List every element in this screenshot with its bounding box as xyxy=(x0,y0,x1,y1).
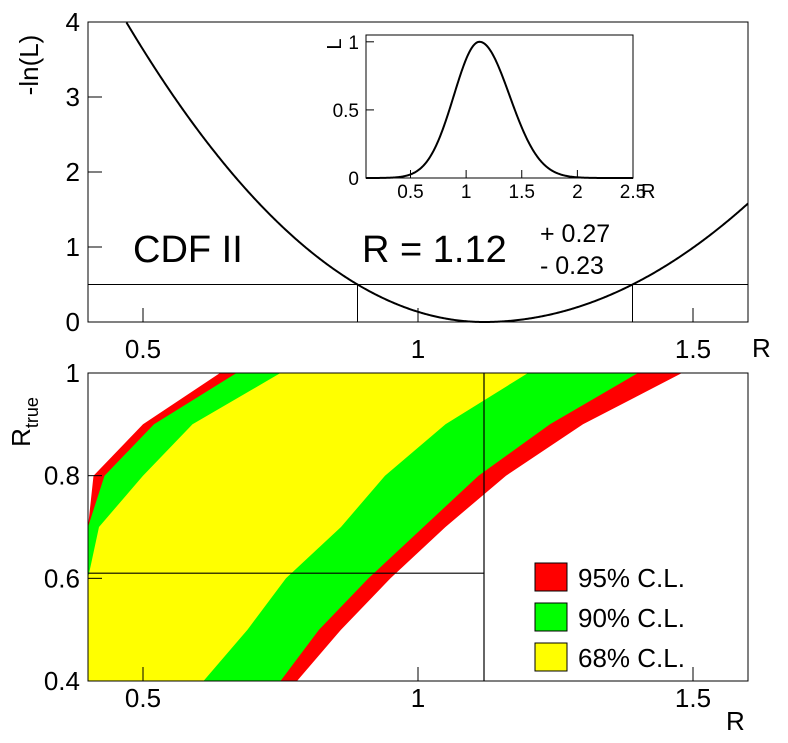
inset-ylabel: L xyxy=(324,38,346,49)
top-ytick-label: 3 xyxy=(66,82,80,112)
top-xtick-label: 1 xyxy=(411,334,425,364)
legend-label: 68% C.L. xyxy=(578,643,685,673)
bottom-ytick-label: 1 xyxy=(66,358,80,388)
top-ylabel: -ln(L) xyxy=(14,35,44,96)
bottom-xlabel: R xyxy=(726,706,745,736)
inset-xtick-label: 2.5 xyxy=(620,182,646,203)
likelihood-curve xyxy=(366,40,633,179)
bottom-xtick-label: 0.5 xyxy=(125,683,161,713)
nll-curve xyxy=(125,21,749,323)
inset-ytick-label: 0.5 xyxy=(333,101,359,122)
belt-panel: 0.4 0.6 0.8 1 0.5 1 1.5 Rtrue R 95% C.L. 90% C… xyxy=(6,358,749,736)
legend-swatch xyxy=(534,562,568,592)
top-ytick-label: 4 xyxy=(66,7,80,37)
legend-label: 90% C.L. xyxy=(578,603,685,633)
inset-xtick-label: 0.5 xyxy=(397,182,423,203)
top-ytick-label: 2 xyxy=(66,157,80,187)
legend-swatch xyxy=(534,602,568,632)
likelihood-panel: 0 1 2 3 4 0.5 1 1.5 -ln(L) R CDF II R = 1.12 +… xyxy=(14,7,771,364)
bottom-xtick-label: 1 xyxy=(411,683,425,713)
result-plus: + 0.27 xyxy=(540,220,610,248)
bottom-ylabel-main: R xyxy=(6,428,36,447)
top-xtick-label: 1.5 xyxy=(675,334,711,364)
top-ytick-label: 1 xyxy=(66,232,80,262)
top-xlabel: R xyxy=(752,333,771,363)
inset-xtick-label: 2 xyxy=(572,182,583,203)
likelihood-inset: 0 0.5 1 0.5 1 1.5 2 2.5 L R xyxy=(324,33,655,203)
bottom-ylabel-sub: true xyxy=(22,397,42,428)
bottom-ylabel: Rtrue xyxy=(6,397,42,447)
inset-ytick-label: 0 xyxy=(348,169,359,190)
legend-swatch xyxy=(534,642,568,672)
legend: 95% C.L. 90% C.L. 68% C.L. xyxy=(534,562,685,673)
band-68 xyxy=(88,373,528,681)
cdf-label: CDF II xyxy=(133,229,243,271)
top-xtick-label: 0.5 xyxy=(125,334,161,364)
top-ytick-label: 0 xyxy=(66,307,80,337)
legend-label: 95% C.L. xyxy=(578,563,685,593)
bottom-ytick-label: 0.8 xyxy=(44,461,80,491)
inset-xtick-label: 1.5 xyxy=(509,182,535,203)
bottom-ytick-label: 0.4 xyxy=(44,666,80,696)
inset-xlabel: R xyxy=(641,181,655,203)
bottom-ytick-label: 0.6 xyxy=(44,563,80,593)
result-text: R = 1.12 xyxy=(362,229,507,271)
result-minus: - 0.23 xyxy=(540,252,604,280)
inset-xtick-label: 1 xyxy=(461,182,472,203)
bottom-xtick-label: 1.5 xyxy=(675,683,711,713)
inset-frame xyxy=(365,34,634,179)
inset-ytick-label: 1 xyxy=(348,33,359,54)
